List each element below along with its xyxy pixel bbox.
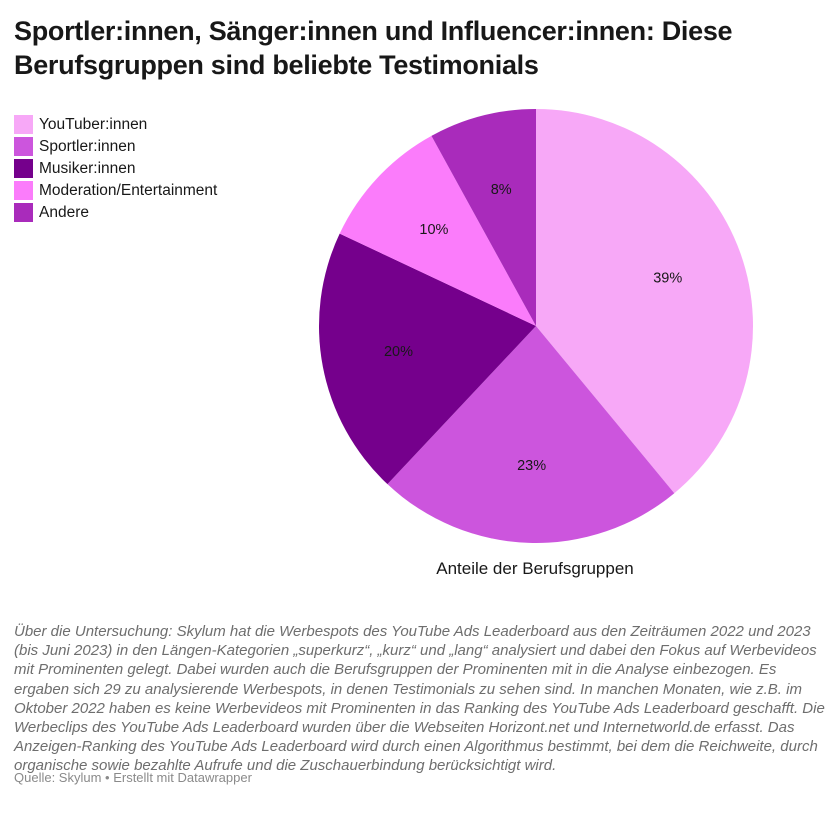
pie-slice-moderation-entertainment (339, 135, 536, 326)
pie-slice-musiker-innen (318, 233, 536, 485)
chart-title: Sportler:innen, Sänger:innen und Influen… (14, 16, 733, 80)
source-footer: Quelle: Skylum • Erstellt mit Datawrappe… (14, 770, 252, 785)
notes-text: Über die Untersuchung: Skylum hat die We… (14, 623, 825, 775)
legend-swatch (14, 180, 33, 200)
slice-value-label: 39% (653, 270, 682, 286)
pie-slice-andere (431, 109, 536, 326)
slice-value-label: 10% (419, 222, 448, 238)
chart-label: Anteile der Berufsgruppen (436, 559, 634, 578)
pie-slice-youtuber-innen (536, 109, 753, 494)
slice-value-label: 23% (517, 458, 546, 474)
legend-item: Sportler:innen (14, 136, 284, 158)
slice-value-label: 8% (491, 182, 512, 198)
legend-item: Andere (14, 201, 284, 223)
legend: YouTuber:innen Sportler:innen Musiker:in… (14, 114, 284, 223)
legend-swatch (14, 202, 33, 222)
legend-swatch (14, 115, 33, 135)
legend-label: Musiker:innen (39, 159, 136, 177)
legend-swatch (14, 137, 33, 157)
legend-item: Musiker:innen (14, 158, 284, 180)
legend-item: YouTuber:innen (14, 114, 284, 136)
slice-value-label: 20% (384, 344, 413, 360)
legend-label: Moderation/Entertainment (39, 181, 218, 199)
legend-label: YouTuber:innen (39, 116, 148, 134)
legend-swatch (14, 158, 33, 178)
legend-item: Moderation/Entertainment (14, 179, 284, 201)
legend-label: Andere (39, 203, 89, 221)
legend-label: Sportler:innen (39, 138, 136, 156)
pie-slice-sportler-innen (387, 326, 675, 543)
